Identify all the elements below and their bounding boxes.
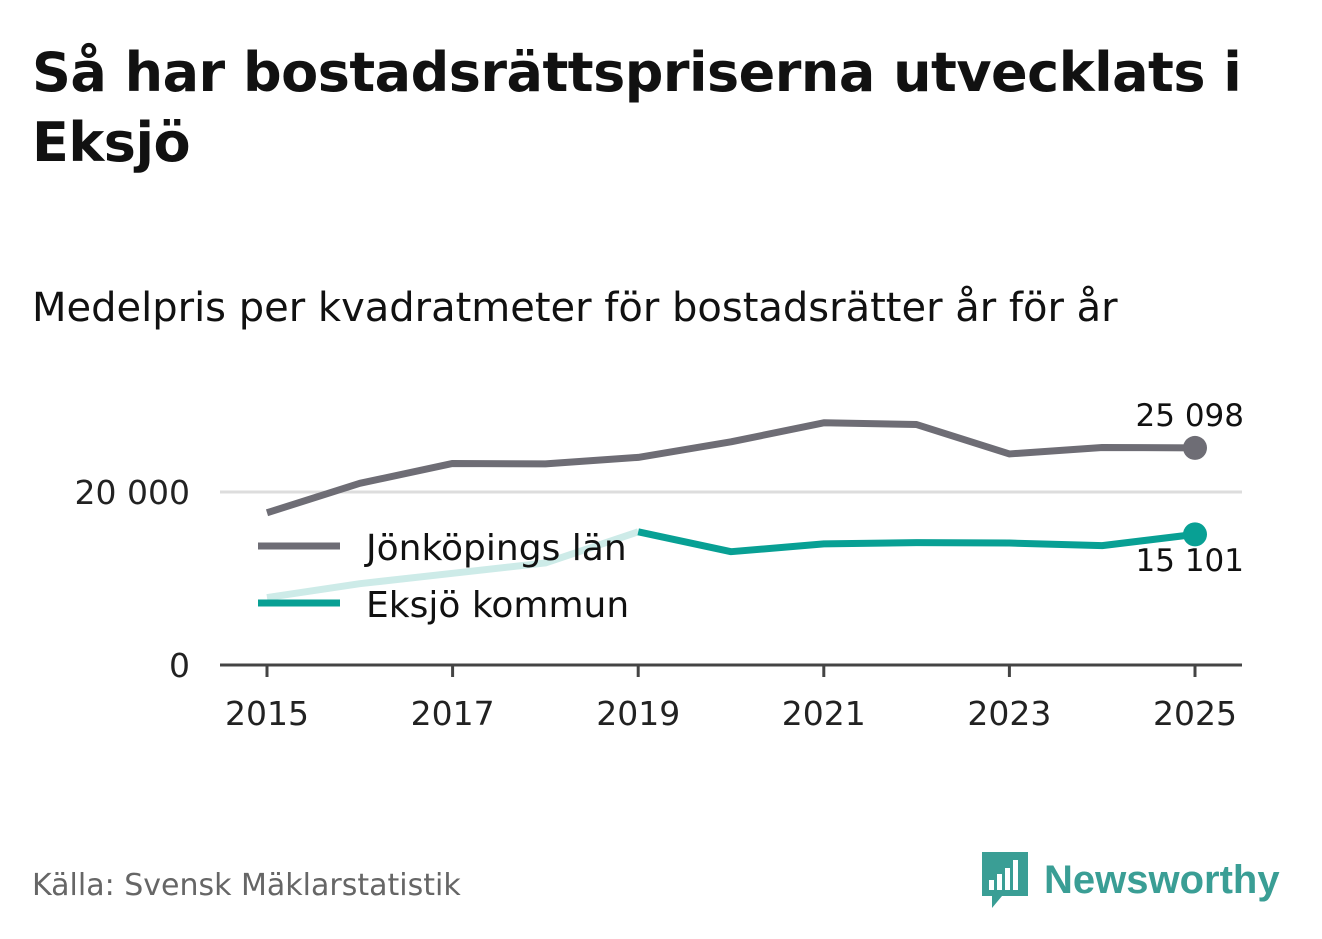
x-tick-label-3: 2021 xyxy=(782,694,866,733)
x-tick-label-2: 2019 xyxy=(596,694,680,733)
end-label-layer: 25 098 15 101 xyxy=(1136,398,1244,579)
series-line-county xyxy=(265,419,1196,517)
x-tick-label-0: 2015 xyxy=(225,694,309,733)
x-tick-label-4: 2023 xyxy=(967,694,1051,733)
x-tick-label-1: 2017 xyxy=(411,694,495,733)
series-line-municipality xyxy=(637,528,1196,556)
series-layer xyxy=(265,419,1207,601)
end-point-county xyxy=(1183,435,1207,460)
legend-label-municipality: Eksjö kommun xyxy=(366,585,629,626)
chart-title: Så har bostadsrättspriserna utvecklats i… xyxy=(32,41,1242,174)
x-tick-label-5: 2025 xyxy=(1153,694,1237,733)
source-note: Källa: Svensk Mäklarstatistik xyxy=(32,868,461,903)
brand-logo: Newsworthy xyxy=(980,850,1280,910)
line-chart: 0 20 000 2015 2017 2019 2021 2023 2025 Jönköpin… xyxy=(75,398,1244,733)
legend-label-county: Jönköpings län xyxy=(364,528,627,569)
y-tick-label-0: 0 xyxy=(169,646,190,685)
end-point-municipality xyxy=(1183,522,1207,547)
end-label-county: 25 098 xyxy=(1136,398,1244,434)
brand-name: Newsworthy xyxy=(1044,857,1280,902)
series-line-municipality-faded xyxy=(266,528,640,601)
legend: Jönköpings län Eksjö kommun xyxy=(258,528,629,626)
newsworthy-logo-icon xyxy=(982,852,1028,908)
y-tick-label-1: 20 000 xyxy=(75,473,190,512)
end-label-municipality: 15 101 xyxy=(1136,543,1244,579)
axis-layer: 0 20 000 2015 2017 2019 2021 2023 2025 xyxy=(75,473,1242,733)
chart-subtitle: Medelpris per kvadratmeter för bostadsrä… xyxy=(32,285,1118,331)
